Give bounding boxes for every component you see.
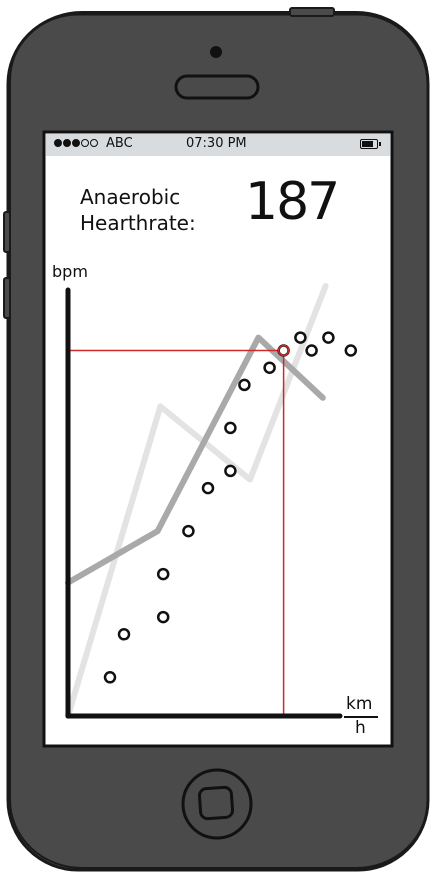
- trend-line-0: [65, 334, 326, 586]
- x-axis-label-numerator: km: [346, 694, 373, 714]
- home-button-square: [197, 785, 235, 821]
- status-time: 07:30 PM: [186, 136, 247, 151]
- metric-label-line1: Anaerobic: [80, 185, 181, 209]
- screen: [42, 130, 394, 748]
- data-point-2: [156, 610, 170, 624]
- data-point-0: [103, 671, 117, 684]
- data-point-12: [305, 344, 318, 357]
- data-point-4: [182, 524, 195, 538]
- data-point-3: [156, 567, 170, 581]
- data-point-13: [322, 331, 335, 344]
- data-point-7: [224, 421, 237, 435]
- front-camera-icon: [210, 46, 222, 58]
- signal-strength-icon: [54, 139, 98, 147]
- volume-up-button[interactable]: [3, 211, 11, 253]
- power-button[interactable]: [289, 7, 335, 17]
- data-point-8: [238, 378, 251, 392]
- y-axis-label: bpm: [52, 262, 88, 281]
- carrier-name: ABC: [106, 136, 133, 151]
- x-axis-label-fraction-bar: [344, 716, 378, 718]
- data-point-11: [294, 331, 307, 344]
- data-point-6: [224, 464, 237, 478]
- data-point-1: [117, 628, 131, 641]
- speaker-grille-icon: [174, 74, 260, 100]
- x-axis-label-denominator: h: [355, 718, 366, 738]
- volume-down-button[interactable]: [3, 277, 11, 319]
- metric-label-line2: Hearthrate:: [80, 211, 196, 235]
- data-point-5: [201, 481, 215, 495]
- data-point-14: [344, 344, 358, 357]
- status-bar: ABC 07:30 PM: [46, 134, 390, 156]
- metric-value: 187: [245, 172, 340, 232]
- metric-label: Anaerobic Hearthrate:: [80, 184, 220, 236]
- reference-point-marker: [277, 344, 290, 357]
- data-point-9: [263, 361, 276, 374]
- battery-icon: [360, 139, 381, 149]
- home-button-icon[interactable]: [181, 768, 253, 840]
